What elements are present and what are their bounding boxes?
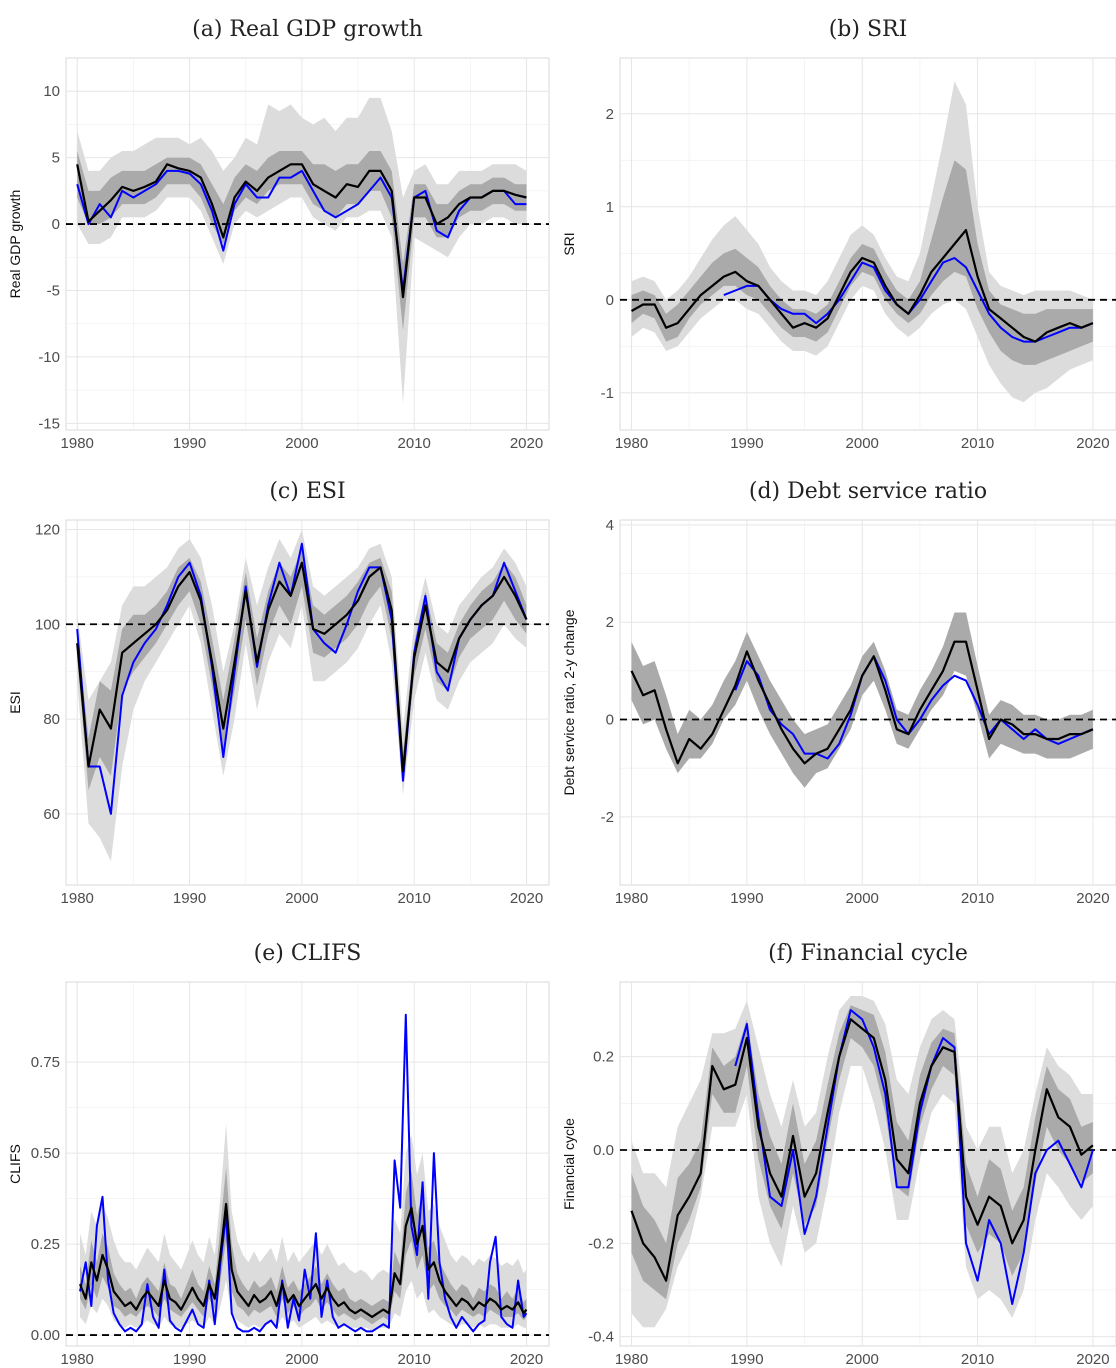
x-tick-label: 1990 — [730, 1351, 763, 1368]
series-line-blue — [734, 1009, 1094, 1305]
series-line-black — [76, 163, 527, 299]
series-line-black — [76, 561, 528, 773]
x-tick-label: 2020 — [510, 890, 543, 907]
x-tick-label: 1980 — [61, 1351, 94, 1368]
y-tick-label: -10 — [38, 349, 60, 366]
x-tick-label: 2020 — [1076, 890, 1109, 907]
x-tick-label: 2010 — [961, 435, 994, 452]
y-axis-label: Real GDP growth — [7, 190, 23, 299]
x-tick-label: 2000 — [285, 1351, 318, 1368]
x-tick-label: 1990 — [173, 1351, 206, 1368]
x-tick-label: 2000 — [846, 1351, 879, 1368]
inner-band — [631, 1005, 1093, 1300]
panel-title: (c) ESI — [269, 479, 345, 504]
x-tick-label: 2000 — [285, 890, 318, 907]
y-tick-label: 0.25 — [31, 1236, 60, 1253]
y-tick-label: 0 — [606, 292, 614, 309]
x-tick-label: 1980 — [61, 890, 94, 907]
y-tick-label: 0.75 — [31, 1054, 60, 1071]
y-axis-label: Debt service ratio, 2-y change — [561, 609, 577, 795]
panel-2: (b) SRI 1980 1990 2000 2010 2020 -1 0 1 2 SRI — [561, 17, 1116, 452]
inner-band — [80, 1167, 527, 1325]
x-tick-label: 1990 — [173, 435, 206, 452]
y-tick-label: 2 — [606, 614, 614, 631]
series-line-black — [630, 640, 1094, 765]
y-tick-label: 100 — [35, 616, 60, 633]
inner-band — [631, 612, 1093, 788]
y-axis-label: CLIFS — [7, 1144, 23, 1184]
series-line-blue — [76, 542, 528, 815]
series-line-black — [630, 229, 1094, 343]
panel-3: (c) ESI 1980 1990 2000 2010 2020 60 80 100 120 ESI — [7, 479, 550, 907]
series-line-black — [630, 1018, 1094, 1282]
outer-band — [631, 81, 1093, 403]
x-tick-label: 2000 — [846, 890, 879, 907]
y-tick-label: -1 — [601, 385, 614, 402]
y-tick-label: 80 — [43, 711, 60, 728]
y-tick-label: 120 — [35, 521, 60, 538]
x-tick-label: 1980 — [615, 435, 648, 452]
y-tick-label: 2 — [606, 106, 614, 123]
panel-title: (d) Debt service ratio — [749, 479, 987, 504]
panel-5: (e) CLIFS 1980 1990 2000 2010 2020 0.00 0.25 0.5… — [7, 941, 550, 1368]
panel-1: (a) Real GDP growth 1980 1990 2000 2010 2020 -… — [7, 17, 550, 452]
x-tick-label: 2010 — [398, 435, 431, 452]
y-tick-label: 60 — [43, 806, 60, 823]
y-axis-label: SRI — [561, 232, 577, 255]
y-tick-label: 0 — [52, 216, 60, 233]
outer-band — [77, 529, 527, 862]
y-tick-label: 10 — [43, 83, 60, 100]
y-tick-label: 5 — [52, 150, 60, 167]
x-tick-label: 1990 — [173, 890, 206, 907]
x-tick-label: 2010 — [961, 890, 994, 907]
panel-title: (a) Real GDP growth — [192, 17, 423, 42]
y-tick-label: 0.00 — [31, 1327, 60, 1344]
x-tick-label: 2010 — [398, 890, 431, 907]
x-tick-label: 1980 — [615, 1351, 648, 1368]
x-tick-label: 2010 — [398, 1351, 431, 1368]
x-tick-label: 2020 — [1076, 435, 1109, 452]
y-tick-label: -5 — [47, 283, 60, 300]
x-tick-label: 1990 — [730, 435, 763, 452]
panel-title: (e) CLIFS — [254, 941, 362, 966]
x-tick-label: 2020 — [510, 1351, 543, 1368]
x-tick-label: 1980 — [61, 435, 94, 452]
y-axis-label: Financial cycle — [561, 1118, 577, 1210]
panel-6: (f) Financial cycle 1980 1990 2000 2010 2020 -… — [561, 941, 1116, 1368]
panel-title: (f) Financial cycle — [768, 941, 968, 966]
series-line-blue — [76, 169, 527, 292]
x-tick-label: 2000 — [846, 435, 879, 452]
y-tick-label: 0.0 — [593, 1142, 614, 1159]
y-axis-label: ESI — [7, 691, 23, 714]
x-tick-label: 2020 — [510, 435, 543, 452]
inner-band — [77, 151, 527, 331]
series-line-blue — [79, 1013, 528, 1333]
x-tick-label: 2000 — [285, 435, 318, 452]
y-tick-label: 0 — [606, 712, 614, 729]
x-tick-label: 1980 — [615, 890, 648, 907]
y-tick-label: 0.50 — [31, 1145, 60, 1162]
x-tick-label: 1990 — [730, 890, 763, 907]
y-tick-label: -2 — [601, 809, 614, 826]
y-tick-label: 4 — [606, 517, 614, 534]
y-tick-label: 0.2 — [593, 1049, 614, 1066]
panel-title: (b) SRI — [829, 17, 908, 42]
x-tick-label: 2020 — [1076, 1351, 1109, 1368]
plot-area — [65, 57, 550, 431]
series-line-blue — [734, 655, 1094, 760]
plot-area — [619, 519, 1116, 886]
y-tick-label: -0.4 — [588, 1329, 614, 1346]
series-line-black — [78, 1202, 528, 1318]
x-tick-label: 2010 — [961, 1351, 994, 1368]
y-tick-label: 1 — [606, 199, 614, 216]
y-tick-label: -0.2 — [588, 1235, 614, 1252]
y-tick-label: -15 — [38, 415, 60, 432]
